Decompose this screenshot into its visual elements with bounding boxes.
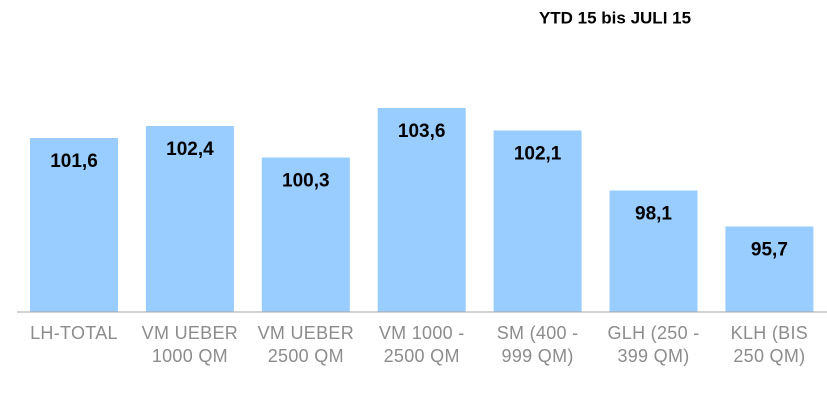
bar (30, 138, 118, 312)
bar (609, 190, 698, 312)
value-label: 101,6 (50, 151, 98, 172)
chart-title: YTD 15 bis JULI 15 (539, 8, 691, 27)
value-label: 95,7 (751, 240, 788, 261)
bar (725, 226, 814, 312)
bar (261, 157, 350, 312)
x-tick-label: SM (400 - 999 QM) (496, 323, 579, 366)
bar (493, 130, 582, 312)
value-label: 102,1 (514, 144, 562, 165)
value-label: 100,3 (282, 171, 330, 192)
bar (145, 126, 234, 312)
x-tick-label: VM UEBER 1000 QM (141, 323, 239, 366)
x-tick-label: GLH (250 - 399 QM) (607, 323, 700, 366)
x-tick-label: VM 1000 - 2500 QM (378, 323, 465, 366)
x-tick-label: KLH (BIS 250 QM) (730, 323, 809, 366)
x-tick-label: VM UEBER 2500 QM (257, 323, 354, 366)
bar (377, 108, 466, 312)
x-tick-label: LH-TOTAL (30, 323, 118, 343)
value-label: 102,4 (166, 139, 214, 160)
value-label: 103,6 (398, 121, 446, 142)
value-label: 98,1 (635, 204, 672, 225)
